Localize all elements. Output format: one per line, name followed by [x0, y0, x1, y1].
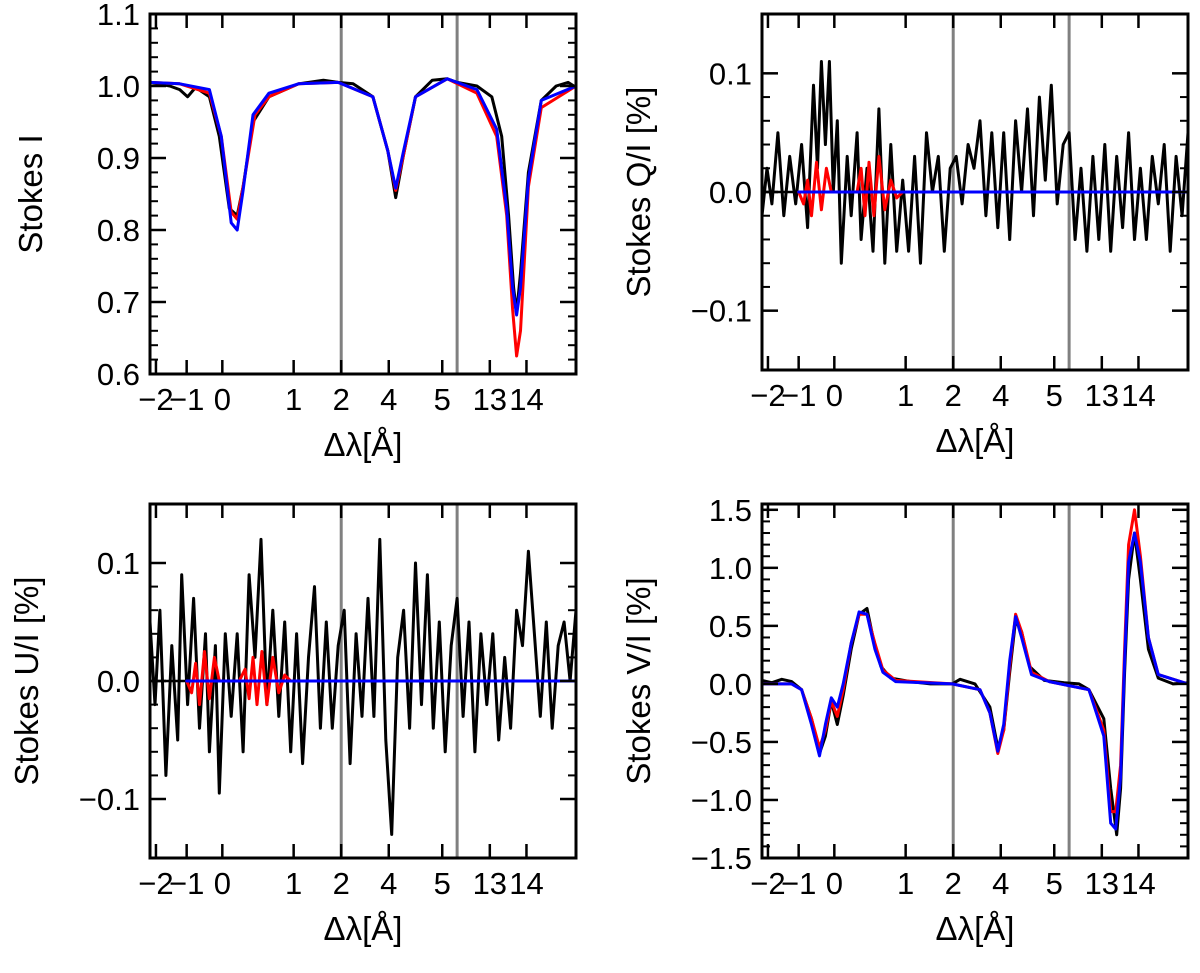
stokes-u-xtick-label-4: 2: [333, 866, 350, 901]
stokes-i-xtick-label-0: −2: [138, 382, 173, 417]
stokes-u-xtick-label-3: 1: [285, 866, 302, 901]
stokes-q-xtick-label-7: 13: [1085, 378, 1119, 413]
stokes-v-xtick-label-2: 0: [826, 866, 843, 901]
stokes-v-xtick-label-0: −2: [750, 866, 785, 901]
stokes-v-xtick-label-3: 1: [897, 866, 914, 901]
stokes-u-ytick-label-0: −0.1: [79, 782, 140, 817]
stokes-q-xtick-label-8: 14: [1121, 378, 1155, 413]
stokes-v-panel: −1.5 −1.0 −0.5 0.0 0.5 1.0 1.5 −2−1 0 1 2 4 5 13 14 Δλ[…: [620, 493, 1190, 947]
stokes-v-xtick-label-4: 2: [945, 866, 962, 901]
stokes-u-xtick-label-5: 4: [380, 866, 397, 901]
stokes-q-ytick-label-1: 0.0: [709, 175, 752, 210]
stokes-q-xtick-label-3: 1: [897, 378, 914, 413]
stokes-i-xlabel: Δλ[Å]: [324, 426, 403, 463]
stokes-v-frame: [760, 502, 1190, 860]
stokes-i-ytick-label-5: 1.1: [97, 0, 140, 32]
stokes-i-xtick-label-1: −1: [169, 382, 204, 417]
stokes-v-xtick-label-5: 4: [992, 866, 1009, 901]
stokes-i-ytick-label-3: 0.9: [97, 141, 140, 176]
stokes-u-series-observed: [150, 537, 576, 836]
stokes-q-ytick-label-2: 0.1: [709, 56, 752, 91]
stokes-v-xtick-label-1: −1: [781, 866, 816, 901]
stokes-i-panel: 0.6 0.7 0.8 0.9 1.0 1.1 −2−1 0 1 2 4 5 13 14 Δλ[Å] Stok…: [12, 0, 578, 463]
stokes-i-ytick-label-1: 0.7: [97, 285, 140, 320]
stokes-u-xtick-label-6: 5: [434, 866, 451, 901]
stokes-i-xtick-label-8: 14: [509, 382, 543, 417]
stokes-u-ytick-label-1: 0.0: [97, 664, 140, 699]
stokes-v-xtick-label-6: 5: [1046, 866, 1063, 901]
stokes-i-frame: [148, 12, 578, 376]
stokes-i-ylabel: Stokes I: [12, 134, 49, 253]
stokes-q-xtick-label-0: −2: [750, 378, 785, 413]
stokes-q-xtick-label-1: −1: [781, 378, 816, 413]
stokes-v-series-group: [762, 508, 1188, 837]
stokes-q-xtick-label-4: 2: [945, 378, 962, 413]
stokes-q-ylabel: Stokes Q/I [%]: [620, 87, 657, 298]
stokes-u-xtick-label-2: 0: [214, 866, 231, 901]
stokes-i-ytick-label-4: 1.0: [97, 69, 140, 104]
stokes-i-xtick-label-7: 13: [473, 382, 507, 417]
stokes-u-xtick-label-7: 13: [473, 866, 507, 901]
stokes-i-xtick-label-6: 5: [434, 382, 451, 417]
stokes-i-series-group: [150, 77, 576, 358]
stokes-q-ytick-label-0: −0.1: [691, 294, 752, 329]
stokes-u-ylabel: Stokes U/I [%]: [8, 576, 45, 785]
stokes-u-xtick-label-0: −2: [138, 866, 173, 901]
stokes-v-xlabel: Δλ[Å]: [936, 910, 1015, 947]
stokes-u-ytick-label-2: 0.1: [97, 546, 140, 581]
stokes-v-series-blue-fit: [762, 531, 1188, 831]
stokes-v-ytick-label-2: −0.5: [691, 725, 752, 760]
stokes-i-xtick-label-2: 0: [214, 382, 231, 417]
stokes-i-ytick-label-0: 0.6: [97, 357, 140, 392]
stokes-q-series-group: [762, 60, 1188, 265]
stokes-q-panel: −0.1 0.0 0.1 −2−1 0 1 2 4 5 13 14 Δλ[Å] Stokes Q/I […: [620, 12, 1190, 459]
stokes-v-xtick-label-7: 13: [1085, 866, 1119, 901]
stokes-u-series-group: [150, 537, 576, 836]
stokes-i-series-blue-fit: [150, 77, 576, 317]
stokes-v-ytick-label-1: −1.0: [691, 783, 752, 818]
stokes-v-ytick-label-0: −1.5: [691, 841, 752, 876]
stokes-v-ytick-label-4: 0.5: [709, 609, 752, 644]
stokes-u-panel: −0.1 0.0 0.1 −2−1 0 1 2 4 5 13 14 Δλ[Å] Stokes U/I […: [8, 502, 578, 947]
stokes-u-xtick-label-1: −1: [169, 866, 204, 901]
stokes-u-xtick-label-8: 14: [509, 866, 543, 901]
stokes-q-xtick-label-5: 4: [992, 378, 1009, 413]
stokes-u-xlabel: Δλ[Å]: [324, 910, 403, 947]
stokes-i-xtick-label-5: 4: [380, 382, 397, 417]
stokes-i-xtick-label-4: 2: [333, 382, 350, 417]
stokes-q-xtick-label-2: 0: [826, 378, 843, 413]
stokes-q-xlabel: Δλ[Å]: [936, 422, 1015, 459]
stokes-v-xtick-label-8: 14: [1121, 866, 1155, 901]
stokes-i-xtick-label-3: 1: [285, 382, 302, 417]
stokes-v-ytick-label-6: 1.5: [709, 493, 752, 528]
stokes-q-xtick-label-6: 5: [1046, 378, 1063, 413]
stokes-i-ytick-label-2: 0.8: [97, 213, 140, 248]
stokes-v-ylabel: Stokes V/I [%]: [620, 577, 657, 784]
stokes-v-ytick-label-5: 1.0: [709, 551, 752, 586]
stokes-q-series-observed: [762, 60, 1188, 265]
stokes-v-ytick-label-3: 0.0: [709, 667, 752, 702]
